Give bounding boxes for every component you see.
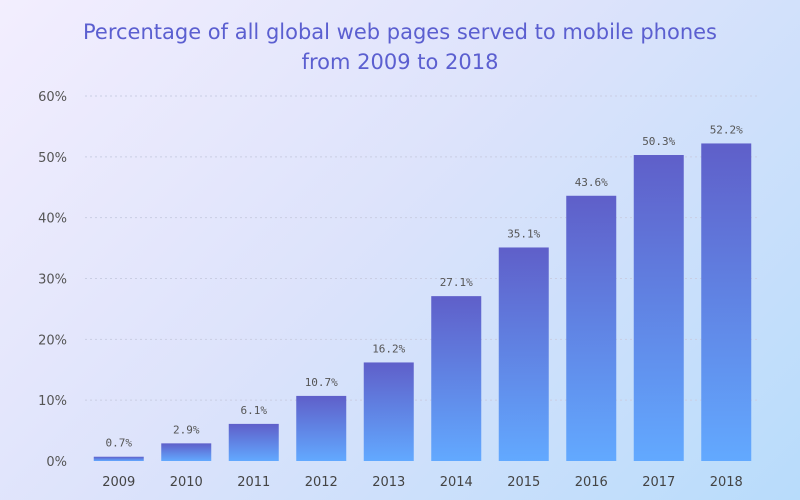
data-label-2017: 50.3% [642, 135, 675, 148]
y-tick-label: 10% [38, 394, 67, 409]
y-tick-label: 50% [38, 151, 67, 166]
x-tick-label-2015: 2015 [507, 475, 540, 490]
data-label-2012: 10.7% [305, 376, 338, 389]
data-label-2010: 2.9% [173, 423, 200, 436]
bar-2016 [566, 195, 617, 461]
bar-2017 [633, 155, 684, 461]
bar-2013 [363, 362, 414, 461]
bar-2011 [228, 423, 279, 461]
data-label-2014: 27.1% [440, 276, 473, 289]
x-tick-label-2012: 2012 [305, 475, 338, 490]
bar-2014 [431, 296, 482, 461]
bar-2018 [701, 143, 752, 461]
data-label-2013: 16.2% [372, 342, 405, 355]
x-tick-label-2017: 2017 [642, 475, 675, 490]
chart-title-line-2: from 2009 to 2018 [301, 50, 499, 74]
chart-title-line-1: Percentage of all global web pages serve… [83, 20, 717, 44]
y-tick-label: 60% [38, 90, 67, 105]
data-label-2011: 6.1% [241, 404, 268, 417]
bar-2009 [93, 456, 144, 461]
bar-2015 [498, 247, 549, 461]
data-labels: 0.7% 2.9% 6.1% 10.7% 16.2% 27.1% 35.1% 43.6% 50.… [106, 123, 744, 449]
y-tick-label: 30% [38, 273, 67, 288]
data-label-2015: 35.1% [507, 227, 540, 240]
x-tick-label-2011: 2011 [237, 475, 270, 490]
x-axis: 2009 2010 2011 2012 2013 2014 2015 2016 2017 2018 [102, 475, 743, 490]
bars [93, 143, 752, 461]
data-label-2018: 52.2% [710, 123, 743, 136]
x-tick-label-2013: 2013 [372, 475, 405, 490]
y-axis: 0% 10% 20% 30% 40% 50% 60% [38, 90, 67, 470]
y-tick-label: 40% [38, 212, 67, 227]
bar-2012 [296, 395, 347, 461]
bar-2010 [161, 443, 212, 461]
y-tick-label: 20% [38, 333, 67, 348]
y-tick-label: 0% [46, 455, 67, 470]
data-label-2009: 0.7% [106, 437, 133, 450]
x-tick-label-2018: 2018 [710, 475, 743, 490]
x-tick-label-2009: 2009 [102, 475, 135, 490]
x-tick-label-2010: 2010 [170, 475, 203, 490]
x-tick-label-2014: 2014 [440, 475, 473, 490]
data-label-2016: 43.6% [575, 176, 608, 189]
x-tick-label-2016: 2016 [575, 475, 608, 490]
